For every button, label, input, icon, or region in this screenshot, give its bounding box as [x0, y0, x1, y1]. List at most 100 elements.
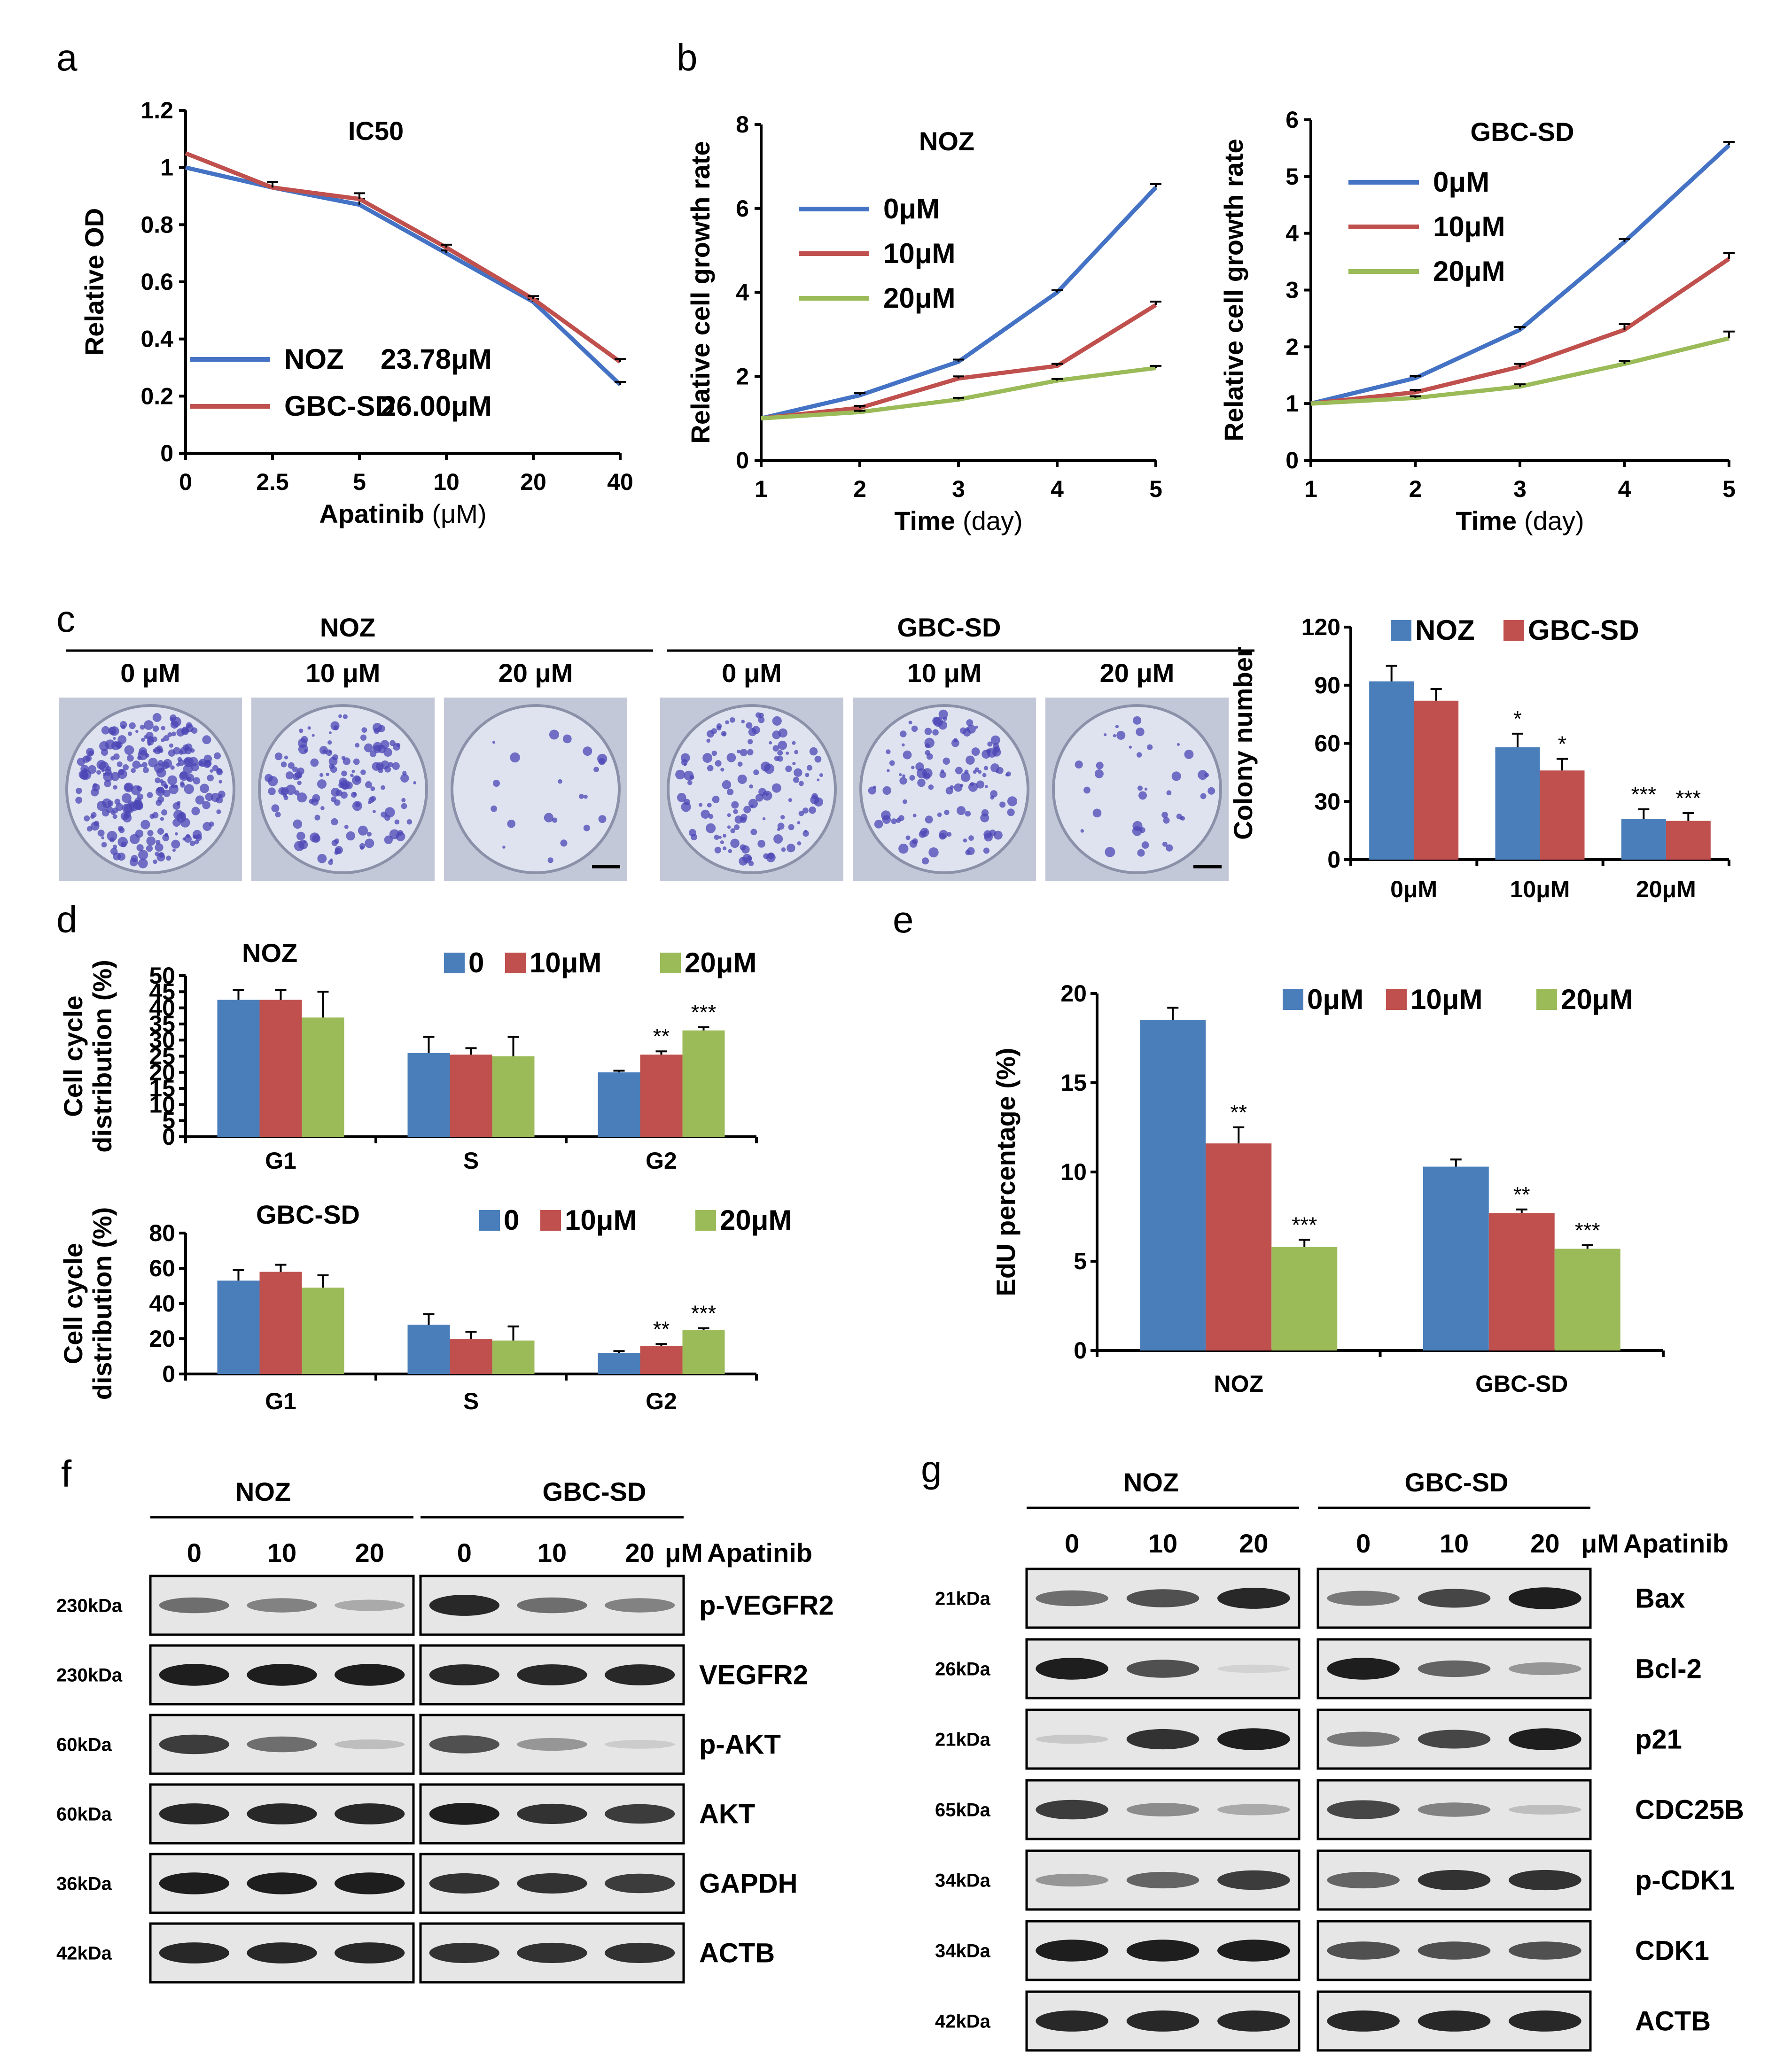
colony: [384, 766, 391, 773]
x-tick-label-b1: 2: [853, 476, 866, 502]
blot-kda-panel_g: 21kDa: [935, 1589, 991, 1609]
blot-protein-panel_f: ACTB: [699, 1938, 775, 1969]
y-axis-label-e: EdU percentage (%): [991, 1048, 1020, 1296]
colony: [1162, 841, 1168, 847]
colony: [1137, 849, 1145, 857]
colony: [762, 817, 766, 821]
x-tick-label-d1: G2: [646, 1148, 677, 1174]
blot-protein-panel_g: p-CDK1: [1635, 1865, 1735, 1896]
chart-title-b2: GBC-SD: [1471, 117, 1574, 147]
blot-band-panel_g: [1509, 1870, 1581, 1891]
colony: [99, 761, 109, 771]
colony: [355, 802, 360, 807]
colony: [1007, 796, 1018, 807]
blot-band-panel_f: [159, 1803, 229, 1824]
blot-conc-label-panel_f: 20: [625, 1538, 654, 1568]
colony: [996, 767, 1004, 774]
blot-band-panel_g: [1509, 1941, 1581, 1960]
colony: [172, 848, 176, 852]
blot-band-panel_g: [1217, 1588, 1290, 1609]
colony: [771, 783, 781, 793]
blot-band-panel_f: [517, 1597, 587, 1614]
colony: [944, 809, 950, 815]
colony: [781, 847, 786, 852]
colony: [1138, 791, 1147, 800]
colony: [968, 835, 974, 841]
colony: [118, 827, 125, 833]
x-tick-label-b1: 1: [755, 476, 768, 502]
colony: [722, 834, 726, 838]
colony: [740, 844, 746, 851]
blot-band-panel_f: [517, 1738, 587, 1751]
colony: [161, 726, 165, 730]
colony: [97, 830, 105, 837]
colony: [355, 743, 360, 748]
blot-band-panel_g: [1126, 1589, 1200, 1607]
colony: [765, 792, 769, 796]
colony: [314, 815, 320, 821]
colony: [86, 826, 93, 832]
colony: [179, 771, 189, 781]
colony: [140, 820, 150, 830]
colony: [360, 769, 366, 775]
blot-band-panel_g: [1217, 1940, 1290, 1962]
blot-band-panel_f: [605, 1873, 675, 1894]
blot-band-panel_f: [335, 1803, 405, 1824]
blot-band-panel_g: [1327, 1800, 1400, 1819]
colony: [802, 807, 809, 814]
colony: [491, 805, 497, 812]
blot-band-panel_g: [1217, 1728, 1290, 1750]
colony: [351, 792, 357, 798]
colony: [397, 830, 403, 836]
blot-protein-panel_f: AKT: [699, 1799, 755, 1830]
x-tick-label-d2: S: [463, 1388, 479, 1414]
blot-group-panel_g-2: GBC-SD: [1405, 1467, 1509, 1497]
colony: [184, 835, 192, 843]
blot-band-panel_f: [605, 1598, 675, 1613]
colony: [706, 738, 710, 743]
blot-conc-label-panel_g: 0: [1356, 1529, 1371, 1558]
blot-kda-panel_f: 42kDa: [56, 1943, 112, 1964]
x-axis-label-name: Time: [894, 506, 955, 535]
legend-swatch-c_bar: [1503, 620, 1524, 641]
colony: [346, 831, 355, 841]
colony: [177, 757, 182, 762]
colony: [1163, 817, 1170, 824]
colony: [1198, 770, 1208, 780]
colony: [562, 734, 572, 744]
x-tick-label-b2: 2: [1409, 476, 1422, 502]
colony: [882, 815, 891, 824]
colony: [189, 840, 195, 846]
colony: [147, 830, 154, 837]
colony: [373, 745, 382, 753]
colony: [492, 740, 496, 744]
legend-label-b1: 0μM: [883, 193, 940, 225]
legend-swatch-d1: [660, 953, 681, 973]
colony: [170, 720, 179, 729]
blot-conc-label-panel_g: 10: [1148, 1529, 1177, 1558]
colony: [819, 773, 823, 777]
bar-e-2-1: [1554, 1249, 1620, 1350]
colony: [903, 750, 912, 760]
bar-e-2-0: [1271, 1247, 1338, 1350]
colony: [328, 731, 332, 735]
colony: [886, 749, 891, 754]
x-tick-label-a: 10: [433, 469, 460, 495]
colony: [293, 819, 303, 829]
colony: [388, 761, 393, 767]
y-tick-label-d1: 10: [149, 1091, 175, 1117]
y-tick-label-d1: 0: [162, 1124, 175, 1150]
blot-band-panel_g: [1327, 2010, 1400, 2032]
colony: [965, 727, 969, 731]
y-tick-label-b2: 3: [1285, 277, 1299, 303]
bar-d2-1-0: [259, 1272, 302, 1374]
colony: [285, 771, 294, 780]
colony: [722, 846, 727, 851]
colony: [177, 801, 181, 805]
blot-band-panel_g: [1418, 1941, 1491, 1960]
plate-well-noz-2: [451, 704, 621, 874]
colony: [109, 726, 119, 736]
colony: [1166, 790, 1172, 796]
x-tick-label-c_bar: 20μM: [1636, 876, 1696, 902]
blot-group-panel_f-1: NOZ: [235, 1477, 291, 1506]
